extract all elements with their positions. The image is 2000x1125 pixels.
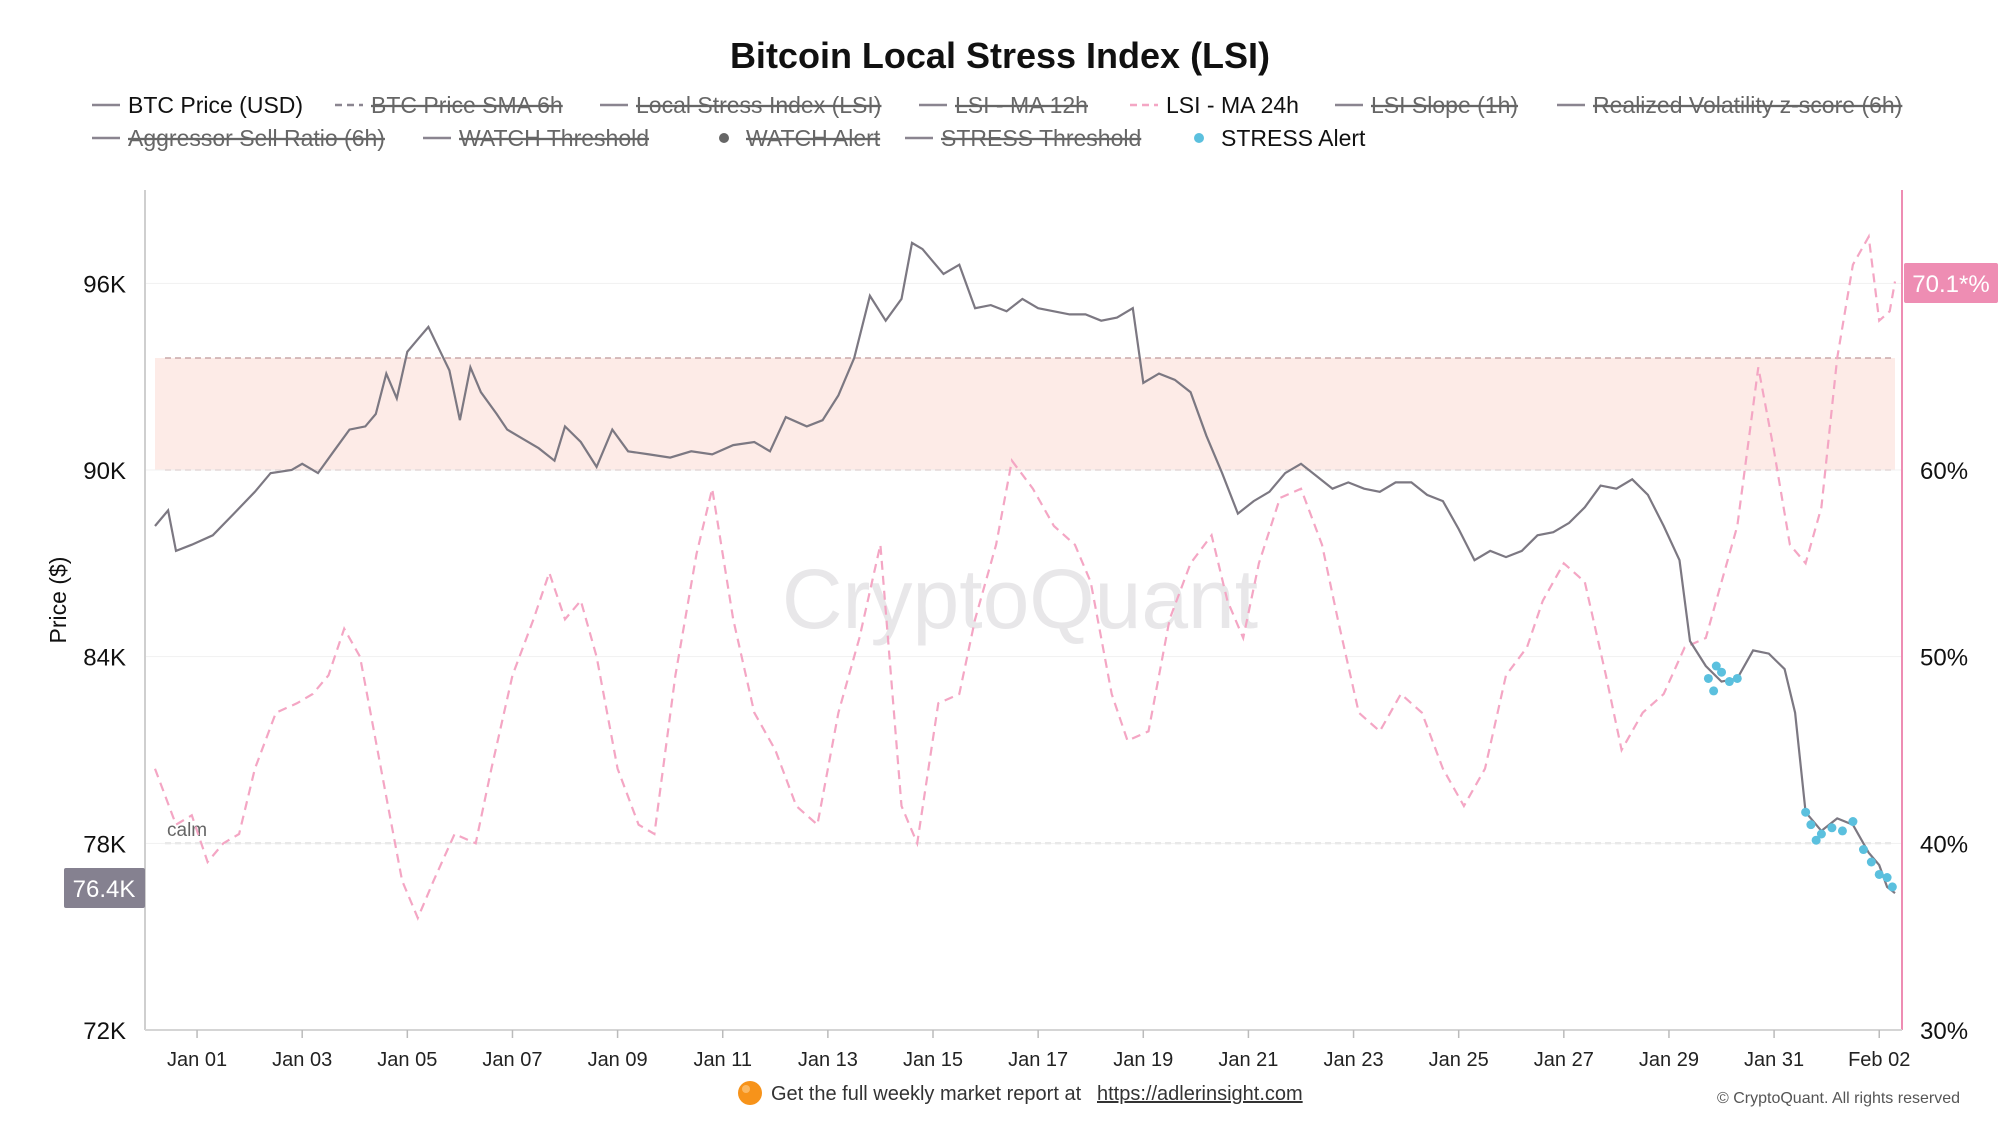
lsi-badge-label: 70.1*% — [1912, 271, 1989, 298]
stress-alert-point — [1816, 829, 1826, 839]
orange-circle-icon-highlight — [742, 1085, 750, 1093]
left-y-tick-label: 96K — [83, 271, 126, 298]
x-tick-label: Jan 13 — [798, 1049, 858, 1071]
stress-alert-point — [1887, 882, 1897, 892]
legend-item[interactable]: WATCH Threshold — [423, 125, 649, 151]
right-y-tick-label: 60% — [1920, 458, 1968, 485]
chart-title: Bitcoin Local Stress Index (LSI) — [730, 35, 1270, 76]
left-y-tick-label: 84K — [83, 645, 126, 672]
footer: Get the full weekly market report at htt… — [738, 1081, 1960, 1107]
legend-label: Realized Volatility z-score (6h) — [1593, 92, 1902, 118]
orange-circle-icon — [738, 1081, 762, 1105]
right-y-tick-label: 40% — [1920, 831, 1968, 858]
stress-alert-point — [1827, 823, 1837, 833]
legend-label: STRESS Threshold — [941, 125, 1141, 151]
left-axis-title: Price ($) — [45, 557, 71, 644]
x-tick-label: Jan 11 — [693, 1049, 752, 1071]
legend-item[interactable]: Aggressor Sell Ratio (6h) — [92, 125, 385, 151]
lsi-ma24-line — [153, 233, 1897, 921]
left-y-tick-label: 78K — [83, 831, 126, 858]
lsi-badge: 70.1*% — [1904, 263, 1998, 303]
left-y-ticks: 72K 78K 84K 90K 96K — [83, 271, 126, 1045]
legend-label: STRESS Alert — [1221, 125, 1366, 151]
legend-label: WATCH Alert — [746, 125, 881, 151]
x-tick-label: Jan 17 — [1008, 1049, 1068, 1071]
legend-item[interactable]: LSI Slope (1h) — [1335, 92, 1518, 118]
right-y-ticks: 30% 40% 50% 60% — [1920, 458, 1968, 1045]
stress-alert-point — [1806, 820, 1816, 830]
legend-label: Aggressor Sell Ratio (6h) — [128, 125, 385, 151]
left-y-tick-label: 90K — [83, 458, 126, 485]
stress-alert-point — [1811, 835, 1821, 845]
stress-alert-point — [1848, 817, 1858, 827]
stress-alert-point — [1703, 673, 1713, 683]
legend-item[interactable]: LSI - MA 24h — [1130, 92, 1299, 118]
x-tick-label: Jan 29 — [1639, 1049, 1699, 1071]
legend-label: WATCH Threshold — [459, 125, 649, 151]
price-badge-background — [64, 868, 145, 908]
x-tick-label: Jan 03 — [272, 1049, 332, 1071]
legend-item[interactable]: WATCH Alert — [719, 125, 881, 151]
legend-marker-dot — [1194, 133, 1204, 143]
right-y-tick-label: 30% — [1920, 1018, 1968, 1045]
footer-link[interactable]: https://adlerinsight.com — [1097, 1083, 1303, 1105]
legend-item[interactable]: Realized Volatility z-score (6h) — [1557, 92, 1902, 118]
stress-alert-point — [1732, 673, 1742, 683]
legend-item[interactable]: BTC Price (USD) — [92, 92, 303, 118]
footer-text: Get the full weekly market report at — [771, 1083, 1082, 1105]
lsi-badge-background — [1904, 263, 1998, 303]
x-tick-label: Jan 09 — [588, 1049, 648, 1071]
x-tick-label: Jan 19 — [1113, 1049, 1173, 1071]
stress-alert-point — [1709, 686, 1719, 696]
x-tick-label: Jan 21 — [1218, 1049, 1278, 1071]
price-badge-label: 76.4K — [73, 876, 136, 903]
x-ticks: Jan 01 Jan 03 Jan 05 Jan 07 Jan 09 Jan 11 Jan … — [167, 1030, 1910, 1071]
stress-alert-point — [1837, 826, 1847, 836]
plot-area: CryptoQuant 72K 78K 84K 90K 96K 30% 40% 50% 60%… — [45, 190, 1998, 1071]
left-y-tick-label: 72K — [83, 1018, 126, 1045]
x-tick-label: Jan 05 — [377, 1049, 437, 1071]
stress-alert-point — [1858, 845, 1868, 855]
right-y-tick-label: 50% — [1920, 645, 1968, 672]
x-tick-label: Jan 23 — [1324, 1049, 1384, 1071]
legend-item[interactable]: Local Stress Index (LSI) — [600, 92, 881, 118]
btc-price-line — [154, 241, 1896, 894]
stress-alert-point — [1866, 857, 1876, 867]
legend-marker-dot — [719, 133, 729, 143]
legend-item[interactable]: STRESS Alert — [1194, 125, 1366, 151]
stress-alerts — [1703, 661, 1897, 892]
legend-label: BTC Price (USD) — [128, 92, 303, 118]
price-badge: 76.4K — [64, 868, 145, 908]
gridlines — [145, 282, 1902, 845]
x-tick-label: Jan 01 — [167, 1049, 227, 1071]
x-tick-label: Feb 02 — [1848, 1049, 1910, 1071]
legend: BTC Price (USD) BTC Price SMA 6h Local Str… — [92, 92, 1902, 151]
legend-label: BTC Price SMA 6h — [371, 92, 563, 118]
stress-alert-point — [1717, 667, 1727, 677]
calm-label: calm — [167, 820, 207, 841]
copyright-text: © CryptoQuant. All rights reserved — [1717, 1090, 1960, 1107]
legend-label: LSI - MA 24h — [1166, 92, 1299, 118]
legend-item[interactable]: LSI - MA 12h — [919, 92, 1088, 118]
legend-item[interactable]: BTC Price SMA 6h — [335, 92, 563, 118]
stress-band — [155, 358, 1895, 470]
x-tick-label: Jan 25 — [1429, 1049, 1489, 1071]
stress-alert-point — [1724, 677, 1734, 687]
stress-alert-point — [1801, 807, 1811, 817]
stress-alert-point — [1882, 873, 1892, 883]
x-tick-label: Jan 15 — [903, 1049, 963, 1071]
legend-label: LSI - MA 12h — [955, 92, 1088, 118]
legend-label: LSI Slope (1h) — [1371, 92, 1518, 118]
x-tick-label: Jan 27 — [1534, 1049, 1594, 1071]
legend-label: Local Stress Index (LSI) — [636, 92, 881, 118]
stress-alert-point — [1874, 869, 1884, 879]
stress-alert-point — [1711, 661, 1721, 671]
x-tick-label: Jan 07 — [482, 1049, 542, 1071]
x-tick-label: Jan 31 — [1744, 1049, 1804, 1071]
legend-item[interactable]: STRESS Threshold — [905, 125, 1141, 151]
watermark-text: CryptoQuant — [782, 552, 1258, 646]
